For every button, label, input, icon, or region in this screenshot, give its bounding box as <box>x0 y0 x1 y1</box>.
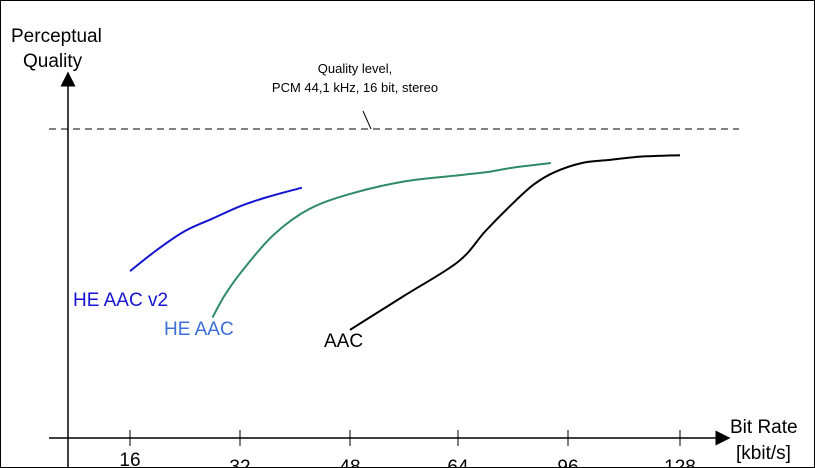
y-axis-title-line2: Quality <box>23 51 83 72</box>
x-axis-title-line2: [kbit/s] <box>736 443 791 464</box>
x-tick-32: 32 <box>229 430 251 467</box>
reference-label-line1: Quality level, <box>318 61 392 76</box>
x-tick-128: 128 <box>664 430 696 467</box>
x-tick-64: 64 <box>447 430 469 467</box>
series-label-he-aac: HE AAC <box>164 319 234 340</box>
reference-label-line2: PCM 44,1 kHz, 16 bit, stereo <box>272 80 438 95</box>
x-tick-label-96: 96 <box>557 457 578 467</box>
x-tick-label-16: 16 <box>119 450 140 467</box>
series-label-he-aac-v2: HE AAC v2 <box>73 290 168 311</box>
series-line-he-aac <box>211 162 551 318</box>
series-line-he-aac-v2 <box>129 186 303 272</box>
x-tick-96: 96 <box>557 430 579 467</box>
x-tick-48: 48 <box>339 430 361 467</box>
series-label-aac: AAC <box>324 331 363 352</box>
reference-pointer <box>362 110 372 130</box>
x-tick-label-32: 32 <box>229 457 250 467</box>
x-axis-title-line1: Bit Rate <box>730 417 798 438</box>
x-tick-16: 16 <box>119 430 141 467</box>
x-tick-label-48: 48 <box>339 457 360 467</box>
y-axis-title-line1: Perceptual <box>11 26 102 47</box>
x-tick-label-128: 128 <box>664 457 696 467</box>
series-line-aac <box>349 154 681 331</box>
x-tick-label-64: 64 <box>447 457 469 467</box>
